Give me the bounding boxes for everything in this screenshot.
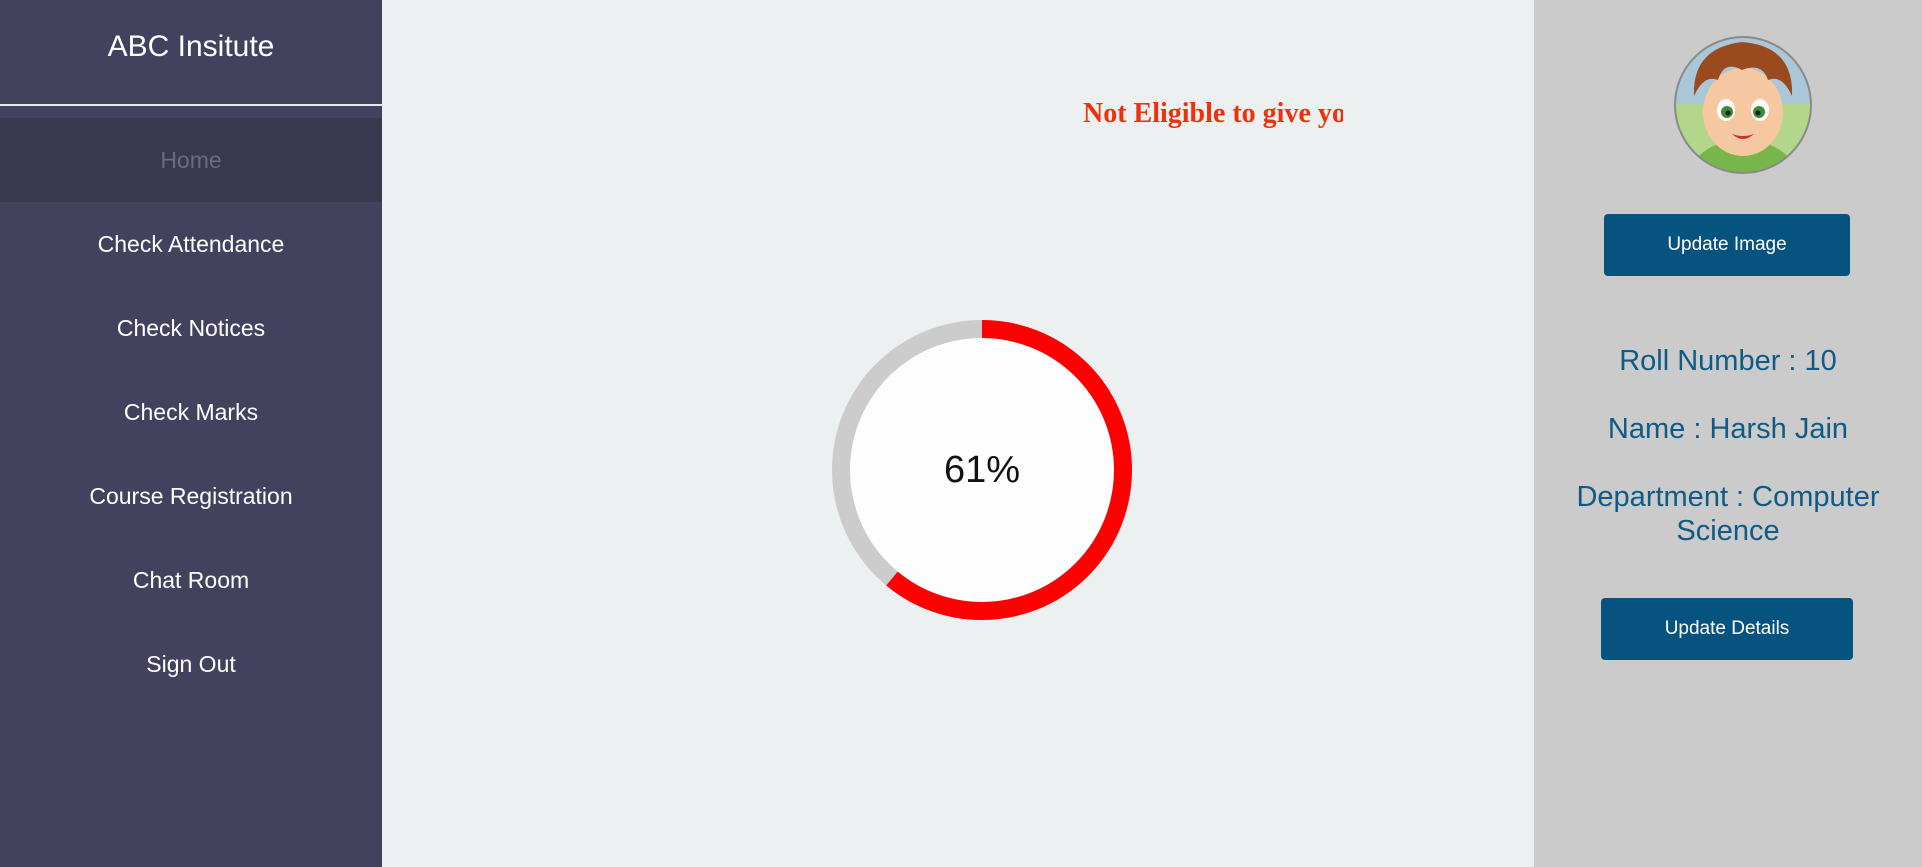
progress-ring-svg: [832, 320, 1132, 620]
eligibility-alert: Not Eligible to give your exam: [1083, 98, 1343, 129]
profile-panel: Update Image Roll Number : 10 Name : Har…: [1534, 0, 1922, 867]
progress-fill: [832, 320, 1132, 620]
nav-item-check-attendance[interactable]: Check Attendance: [97, 231, 285, 257]
student-name: Name : Harsh Jain: [1607, 413, 1849, 445]
progress-percent-label: 61%: [943, 449, 1021, 491]
progress-inner-disc: [841, 329, 1123, 611]
nav-item-check-notices[interactable]: Check Notices: [116, 315, 266, 341]
sidebar: ABC Insitute Home Check Attendance Check…: [0, 0, 382, 867]
nav-menu: Home Check Attendance Check Notices Chec…: [0, 118, 382, 706]
update-details-button[interactable]: Update Details: [1601, 598, 1853, 660]
department: Department : Computer Science: [1576, 481, 1880, 547]
nav-item-home[interactable]: Home: [0, 118, 382, 202]
nav-item-course-registration[interactable]: Course Registration: [89, 483, 293, 509]
nav-item-check-marks[interactable]: Check Marks: [123, 399, 259, 425]
update-image-button[interactable]: Update Image: [1604, 214, 1850, 276]
nav-item-chat-room[interactable]: Chat Room: [132, 567, 250, 593]
main-content: Not Eligible to give your exam 61%: [382, 0, 1534, 867]
nav-item-sign-out[interactable]: Sign Out: [146, 651, 236, 677]
attendance-progress-ring: 61%: [832, 320, 1132, 620]
brand-title: ABC Insitute: [0, 0, 382, 106]
cartoon-boy-avatar-icon: [1672, 34, 1814, 176]
roll-number: Roll Number : 10: [1619, 345, 1837, 377]
